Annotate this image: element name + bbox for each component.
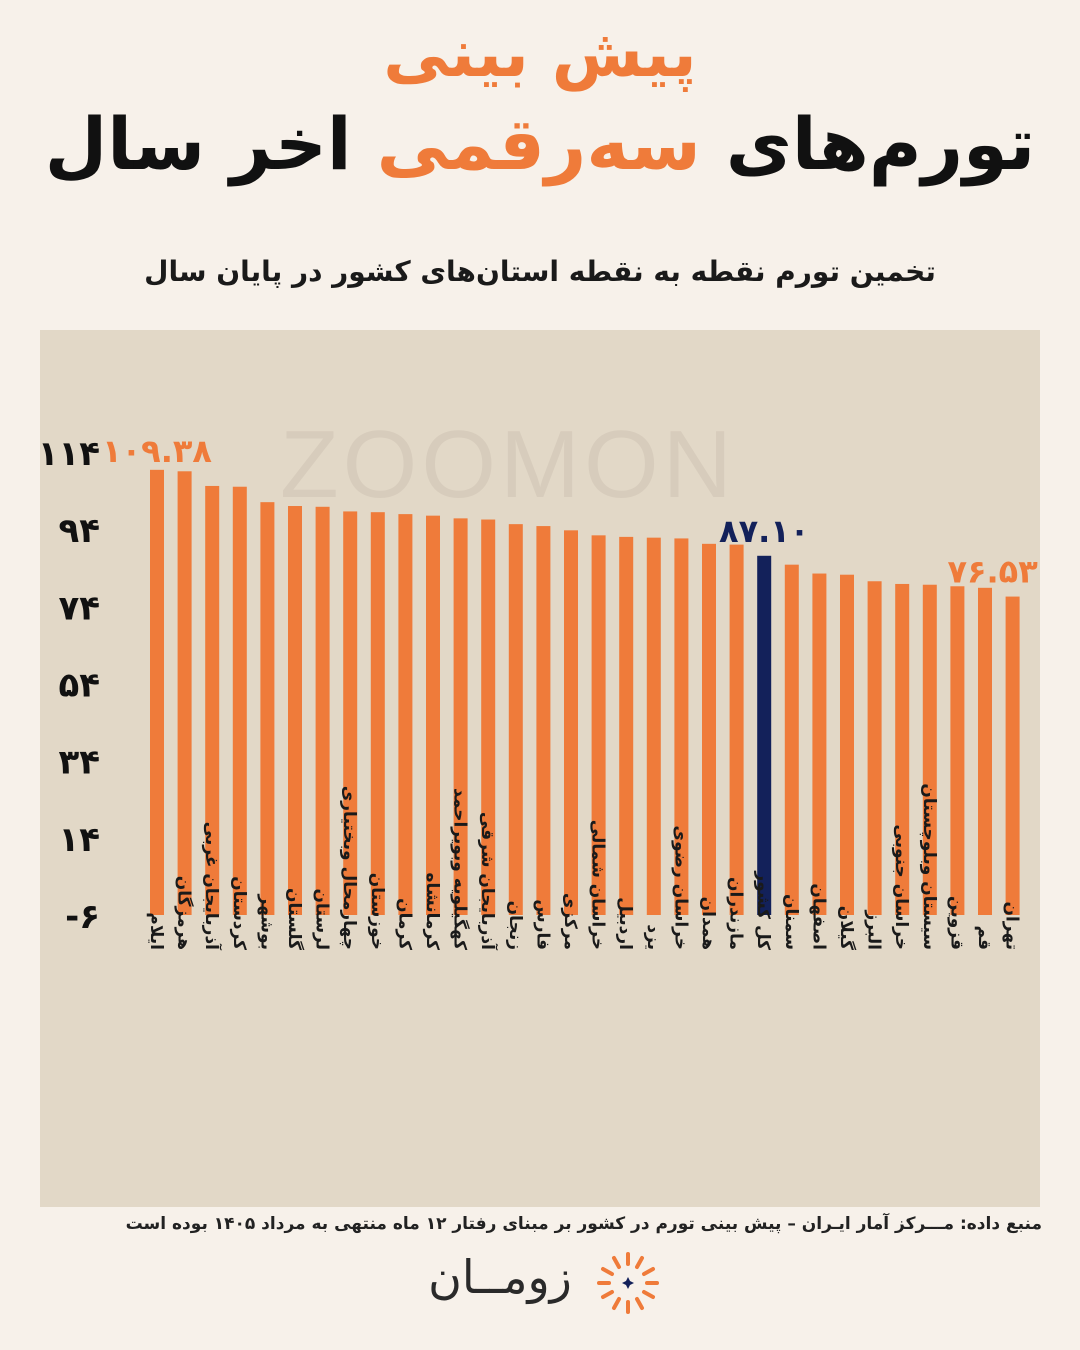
y-tick-label: ۷۴ (58, 588, 100, 628)
bar (950, 586, 965, 915)
category-label: زنجان (505, 901, 525, 950)
category-label: لرستان (312, 888, 332, 950)
watermark: ZOOMON (280, 411, 736, 518)
bar (150, 469, 164, 915)
bar (453, 518, 468, 915)
category-label: آذربایجان شرقی (477, 812, 499, 951)
category-label: یزد (643, 924, 663, 950)
bar-highlight (757, 555, 772, 915)
category-label: خوزستان (367, 873, 387, 950)
data-label: ۱۰۹.۳۸ (102, 432, 212, 470)
bar (508, 524, 523, 915)
y-tick-label: ۹۴ (58, 511, 100, 551)
bar (895, 583, 910, 915)
category-label: گلستان (284, 888, 305, 950)
sun-logo-icon (597, 1252, 659, 1314)
bar (1005, 596, 1020, 915)
bar (315, 506, 330, 915)
bar (619, 536, 634, 915)
category-label: کرمانشاه (422, 873, 442, 951)
data-label: ۷۶.۵۳ (947, 553, 1038, 591)
category-label: قزوین (946, 896, 966, 950)
title-main-part2: اخر سال (44, 102, 352, 186)
y-tick-label: ۵۴ (58, 666, 100, 706)
title-main-accent: سه‌رقمی (376, 102, 701, 186)
bar (536, 526, 551, 915)
bar (232, 486, 247, 915)
category-label: مازندران (726, 877, 746, 950)
bar (922, 584, 937, 915)
y-tick-label: ۱۱۴ (38, 434, 100, 474)
category-label: کل کشور (753, 870, 773, 950)
title-top: پیش بینی (383, 15, 697, 92)
logo-text: زومــان (428, 1250, 572, 1304)
bar (702, 543, 716, 915)
category-label: بوشهر (256, 893, 276, 950)
bar (978, 587, 992, 915)
source-note: منبع داده: مـــرکز آمار ایـران – پیش بین… (125, 1214, 1042, 1234)
bar (426, 515, 440, 915)
category-label: کرمان (394, 898, 414, 950)
category-label: آذربایجان غربی (201, 822, 223, 951)
bar (840, 574, 854, 915)
category-label: اصفهان (808, 883, 828, 950)
category-label: چهارمحال وبختیاری (339, 786, 359, 950)
bar (784, 564, 799, 915)
page-title: تورم‌های سه‌رقمی اخر سال (0, 102, 1080, 186)
y-tick-label: -۶ (65, 897, 100, 937)
bar (674, 538, 689, 915)
bar (646, 537, 661, 915)
category-label: قم (974, 926, 994, 950)
category-label: سمنان (781, 894, 801, 950)
category-label: کهگیلویه وبویراحمد (450, 788, 471, 950)
bar (288, 506, 302, 915)
category-label: کردستان (229, 876, 249, 950)
bar-chart: -۶ ۱۴ ۳۴ ۵۴ ۷۴ ۹۴ ۱۱۴ ایلام هرمزگان آذربایجان غرب… (38, 432, 1038, 951)
category-label: اردبیل (615, 897, 635, 950)
brand-logo: زومــان (415, 1248, 665, 1318)
category-label: البرز (864, 909, 884, 950)
category-label: خراسان شمالی (588, 820, 608, 950)
category-label: هرمزگان (174, 876, 195, 950)
category-label: مرکزی (560, 893, 580, 950)
category-label: همدان (698, 897, 718, 950)
bar (812, 573, 827, 915)
y-tick-label: ۱۴ (58, 820, 100, 860)
y-tick-label: ۳۴ (58, 743, 100, 783)
category-label: خراسان رضوی (670, 825, 690, 950)
data-label: ۸۷.۱۰ (719, 512, 809, 550)
category-label: فارس (532, 899, 552, 950)
bar (591, 535, 606, 915)
bar (867, 581, 882, 915)
bar (177, 471, 192, 915)
bar (343, 511, 358, 915)
chart-subtitle: تخمین تورم نقطه به نقطه استان‌های کشور د… (144, 255, 936, 288)
category-label: تهران (1002, 901, 1022, 950)
bar (481, 519, 496, 915)
category-label: سیستان وبلوچستان (919, 783, 939, 950)
category-label: خراسان جنوبی (891, 824, 911, 950)
title-main-part1: تورم‌های (725, 102, 1036, 186)
bar (729, 544, 744, 915)
bar (260, 502, 275, 915)
bar (398, 514, 413, 915)
bar (564, 530, 578, 915)
bar (205, 485, 220, 915)
category-label: گیلان (836, 906, 857, 950)
bar (370, 512, 385, 915)
category-label: ایلام (146, 912, 166, 950)
